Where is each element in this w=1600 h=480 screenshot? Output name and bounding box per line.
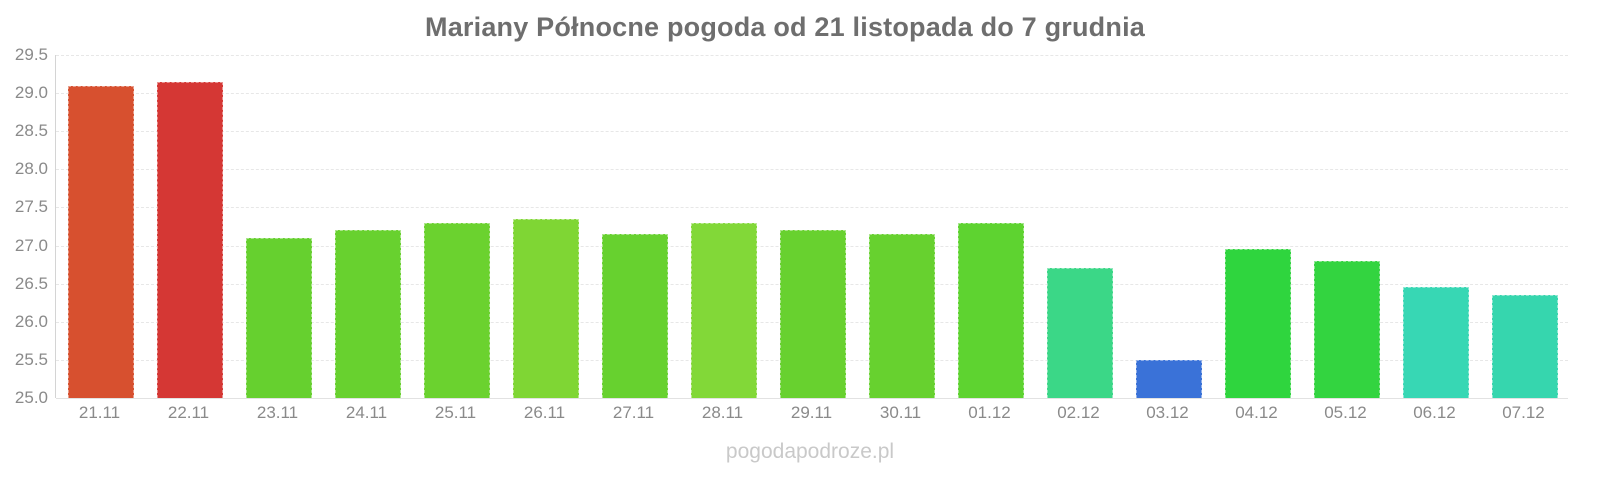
bar-21.11[interactable]: [67, 85, 134, 398]
bar-29.11[interactable]: [779, 230, 846, 398]
x-tick-label-03.12: 03.12: [1146, 403, 1189, 422]
bar-05.12[interactable]: [1313, 260, 1380, 398]
y-tick-label-27.0: 27.0: [14, 235, 48, 255]
chart-title: Mariany Północne pogoda od 21 listopada …: [425, 12, 1145, 42]
y-tick-label-28.5: 28.5: [14, 121, 48, 141]
bar-24.11[interactable]: [334, 230, 401, 398]
bar-04.12[interactable]: [1224, 249, 1291, 398]
bar-07.12[interactable]: [1491, 295, 1558, 398]
x-tick-label-24.11: 24.11: [345, 403, 388, 422]
bar-28.11[interactable]: [690, 222, 757, 398]
x-tick-label-06.12: 06.12: [1413, 403, 1456, 422]
bar-22.11[interactable]: [156, 81, 223, 398]
x-tick-label-28.11: 28.11: [701, 403, 744, 422]
x-tick-label-29.11: 29.11: [790, 403, 833, 422]
bar-23.11[interactable]: [245, 237, 312, 398]
x-tick-label-25.11: 25.11: [434, 403, 477, 422]
x-tick-label-07.12: 07.12: [1502, 403, 1545, 422]
bar-01.12[interactable]: [957, 222, 1024, 398]
bar-27.11[interactable]: [601, 234, 668, 398]
x-tick-label-22.11: 22.11: [167, 403, 210, 422]
bar-25.11[interactable]: [423, 222, 490, 398]
bar-03.12[interactable]: [1135, 359, 1202, 398]
x-tick-label-26.11: 26.11: [523, 403, 566, 422]
x-tick-label-21.11: 21.11: [78, 403, 121, 422]
bar-02.12[interactable]: [1046, 268, 1113, 398]
y-tick-label-29.5: 29.5: [14, 45, 48, 64]
bar-26.11[interactable]: [512, 218, 579, 398]
bar-06.12[interactable]: [1402, 287, 1469, 398]
y-axis: 29.5 29.0 28.5 28.0 27.5 27.0 26.5 26.0 25.5 25.0: [0, 45, 48, 407]
watermark-pogodapodroze: pogodapodroze.pl: [725, 440, 895, 463]
x-tick-label-05.12: 05.12: [1324, 403, 1367, 422]
y-tick-label-29.0: 29.0: [14, 83, 48, 103]
x-tick-label-01.12: 01.12: [968, 403, 1011, 422]
x-tick-label-27.11: 27.11: [612, 403, 655, 422]
gridline-29.5: [56, 55, 1568, 56]
y-tick-label-25.0: 25.0: [14, 388, 48, 407]
y-tick-label-27.5: 27.5: [14, 197, 48, 217]
gridline-29.0: [56, 93, 1568, 95]
x-axis: 21.11 22.11 23.11 24.11 25.11 26.11 27.11 28.11…: [55, 403, 1568, 427]
gridline-25.0: [56, 398, 1568, 399]
x-tick-label-04.12: 04.12: [1235, 403, 1278, 422]
bar-30.11[interactable]: [868, 234, 935, 398]
x-tick-label-23.11: 23.11: [256, 403, 299, 422]
gridline-28.5: [56, 131, 1568, 133]
y-tick-label-26.5: 26.5: [14, 273, 48, 293]
gridline-28.0: [56, 169, 1568, 171]
x-tick-label-30.11: 30.11: [879, 403, 922, 422]
y-tick-label-26.0: 26.0: [14, 311, 48, 331]
plot-area: [55, 55, 1568, 399]
y-tick-label-25.5: 25.5: [14, 349, 48, 369]
gridline-27.5: [56, 207, 1568, 209]
y-tick-label-28.0: 28.0: [14, 159, 48, 179]
x-tick-label-02.12: 02.12: [1057, 403, 1100, 422]
